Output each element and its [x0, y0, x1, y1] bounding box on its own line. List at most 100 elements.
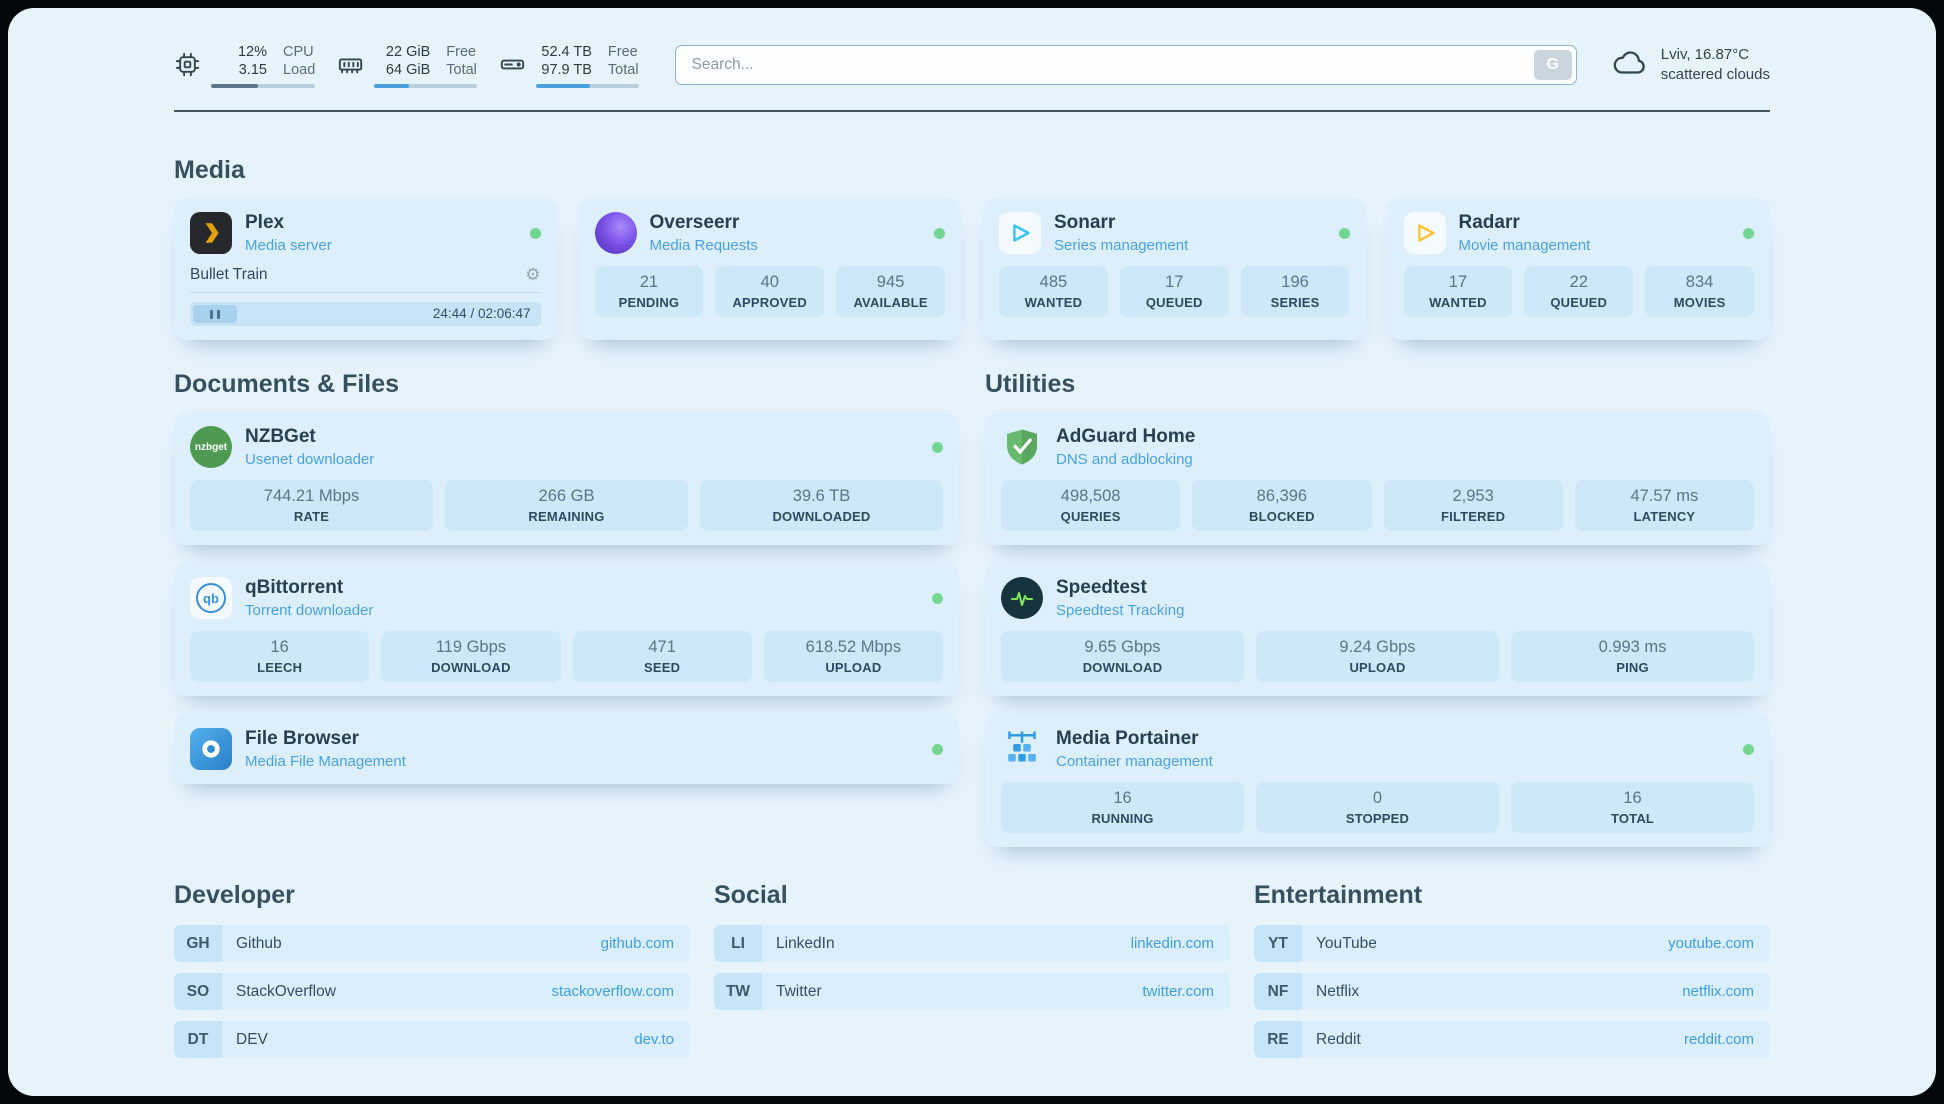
bookmark-abbr: LI	[714, 925, 762, 962]
service-title: Media Portainer	[1056, 728, 1199, 749]
stat-value: 485	[1039, 273, 1068, 291]
stat-box: 945 AVAILABLE	[836, 266, 945, 317]
bookmark-url[interactable]: reddit.com	[1683, 1031, 1754, 1048]
playback-progress-bar[interactable]: 24:44 / 02:06:47	[190, 302, 541, 326]
plex-icon	[190, 212, 232, 254]
bookmark-row[interactable]: SO StackOverflow stackoverflow.com	[174, 973, 690, 1010]
service-card-radarr[interactable]: Radarr Movie management 17 WANTED 22 QUEUED…	[1387, 198, 1770, 340]
bookmark-abbr: TW	[714, 973, 762, 1010]
bookmark-url[interactable]: netflix.com	[1682, 983, 1754, 1000]
disk-icon	[499, 43, 526, 78]
service-subtitle: Series management	[1054, 237, 1189, 254]
bookmark-url[interactable]: youtube.com	[1668, 935, 1754, 952]
pause-button[interactable]	[193, 305, 237, 323]
filebrowser-icon	[190, 728, 232, 770]
adguard-stats: 498,508 QUERIES 86,396 BLOCKED 2,953 FILTERED…	[1001, 480, 1754, 531]
service-card-overseerr[interactable]: Overseerr Media Requests 21 PENDING 40 APPR…	[578, 198, 961, 340]
service-subtitle: Media server	[245, 237, 332, 254]
weather-condition: scattered clouds	[1660, 66, 1770, 83]
stat-label: SEED	[644, 660, 681, 675]
stat-box: 498,508 QUERIES	[1001, 480, 1181, 531]
radarr-icon	[1403, 212, 1446, 254]
cpu-label: CPU	[283, 43, 314, 60]
stat-value: 119 Gbps	[435, 638, 507, 656]
stat-box: 40 APPROVED	[715, 266, 825, 317]
search-provider-button[interactable]: G	[1533, 50, 1572, 80]
bookmark-url[interactable]: twitter.com	[1142, 983, 1214, 1000]
service-subtitle: Media File Management	[245, 753, 406, 770]
qbittorrent-stats: 16 LEECH 119 Gbps DOWNLOAD 471 SEED 618.52 Mbp…	[190, 631, 943, 682]
stat-label: DOWNLOAD	[1082, 660, 1163, 675]
stat-value: 0.993 ms	[1598, 638, 1667, 656]
bookmark-url[interactable]: github.com	[600, 935, 674, 952]
stat-value: 21	[639, 273, 659, 291]
service-card-plex[interactable]: Plex Media server Bullet Train ⚙ 24:44 /…	[174, 198, 557, 340]
bookmark-row[interactable]: RE Reddit reddit.com	[1254, 1021, 1770, 1058]
stat-label: WANTED	[1024, 295, 1083, 310]
bookmark-name: Github	[236, 934, 282, 952]
stat-label: APPROVED	[732, 295, 808, 310]
gear-icon[interactable]: ⚙	[525, 265, 541, 284]
stat-value: 39.6 TB	[792, 487, 851, 505]
speedtest-icon	[1001, 577, 1043, 619]
bookmark-name: DEV	[236, 1030, 268, 1048]
bookmark-row[interactable]: TW Twitter twitter.com	[714, 973, 1230, 1010]
service-card-filebrowser[interactable]: File Browser Media File Management	[174, 714, 959, 784]
bookmark-row[interactable]: DT DEV dev.to	[174, 1021, 690, 1058]
stat-label: QUEUED	[1550, 295, 1608, 310]
bookmark-name: Netflix	[1316, 982, 1360, 1000]
stat-box: 0.993 ms PING	[1511, 631, 1754, 682]
stat-box: 9.65 Gbps DOWNLOAD	[1001, 631, 1244, 682]
service-card-speedtest[interactable]: Speedtest Speedtest Tracking 9.65 Gbps DO…	[985, 563, 1770, 696]
nzbget-icon: nzbget	[190, 426, 232, 468]
stat-box: 744.21 Mbps RATE	[190, 480, 433, 531]
service-subtitle: Container management	[1056, 753, 1213, 770]
stat-value: 196	[1281, 273, 1309, 291]
status-dot	[932, 743, 943, 755]
stat-value: 9.24 Gbps	[1339, 638, 1416, 656]
stat-value: 9.65 Gbps	[1084, 638, 1161, 656]
memory-free-value: 22 GiB	[385, 43, 431, 60]
service-card-qbittorrent[interactable]: qb qBittorrent Torrent downloader 16 LEEC…	[174, 563, 959, 696]
stat-value: 17	[1448, 273, 1468, 291]
bookmark-row[interactable]: YT YouTube youtube.com	[1254, 925, 1770, 962]
bookmark-name: Reddit	[1316, 1030, 1361, 1048]
bookmark-name: StackOverflow	[236, 982, 336, 1000]
bookmark-abbr: YT	[1254, 925, 1302, 962]
service-title: File Browser	[245, 728, 360, 749]
bookmark-name: LinkedIn	[776, 934, 835, 952]
disk-total-label: Total	[607, 61, 639, 78]
weather-location: Lviv, 16.87°C	[1660, 46, 1750, 63]
status-dot	[932, 441, 943, 453]
bookmark-row[interactable]: NF Netflix netflix.com	[1254, 973, 1770, 1010]
stat-label: AVAILABLE	[853, 295, 928, 310]
stat-label: LATENCY	[1633, 509, 1696, 524]
bookmark-row[interactable]: GH Github github.com	[174, 925, 690, 962]
service-card-portainer[interactable]: Media Portainer Container management 16 R…	[985, 714, 1770, 847]
stat-value: 86,396	[1256, 487, 1308, 505]
search-input[interactable]	[674, 45, 1577, 85]
stat-value: 47.57 ms	[1630, 487, 1699, 505]
cpu-widget: 12% CPU 3.15 Load	[174, 43, 316, 88]
service-subtitle: Speedtest Tracking	[1056, 602, 1185, 619]
bookmark-url[interactable]: dev.to	[634, 1031, 674, 1048]
status-dot	[932, 592, 943, 604]
section-bookmarks: Developer GH Github github.com SO StackOverf…	[174, 847, 1770, 1058]
disk-total-value: 97.9 TB	[541, 61, 592, 78]
disk-progress-fill	[535, 83, 591, 88]
service-card-nzbget[interactable]: nzbget NZBGet Usenet downloader 744.21 M…	[174, 412, 959, 545]
bookmark-name: Twitter	[776, 982, 822, 1000]
service-card-adguard[interactable]: AdGuard Home DNS and adblocking 498,508 Q…	[985, 412, 1770, 545]
overseerr-stats: 21 PENDING 40 APPROVED 945 AVAILABLE	[594, 266, 946, 317]
bookmark-row[interactable]: LI LinkedIn linkedin.com	[714, 925, 1230, 962]
stat-box: 21 PENDING	[594, 266, 704, 317]
bookmark-url[interactable]: linkedin.com	[1130, 935, 1214, 952]
dashboard-page: 12% CPU 3.15 Load 22 GiB Free 64 GiB Total	[8, 8, 1936, 1096]
stat-label: UPLOAD	[1349, 660, 1406, 675]
stat-value: 0	[1372, 789, 1383, 807]
service-card-sonarr[interactable]: Sonarr Series management 485 WANTED 17 QUEU…	[983, 198, 1366, 340]
memory-free-label: Free	[446, 43, 477, 60]
stat-value: 498,508	[1060, 487, 1121, 505]
cpu-load-label: Load	[283, 61, 316, 78]
bookmark-url[interactable]: stackoverflow.com	[551, 983, 674, 1000]
